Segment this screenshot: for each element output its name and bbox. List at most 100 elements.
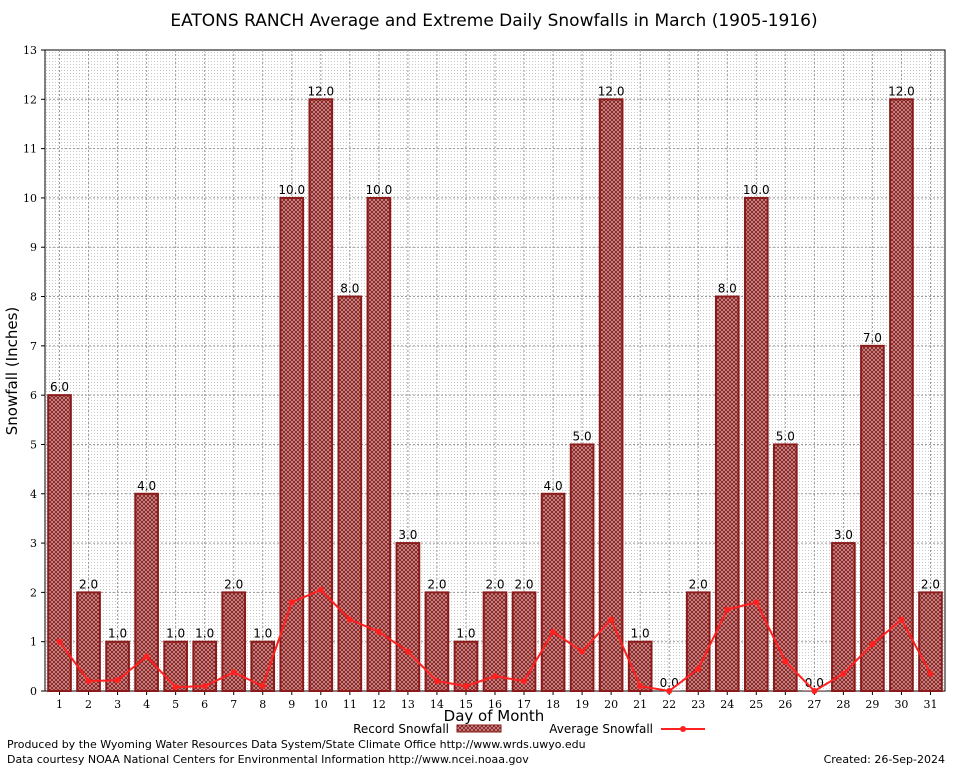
y-tick-label: 8	[30, 291, 37, 304]
average-point	[927, 670, 934, 677]
legend-average-marker	[680, 726, 686, 732]
x-tick-label: 27	[807, 698, 821, 711]
x-tick-label: 8	[259, 698, 266, 711]
footer-courtesy: Data courtesy NOAA National Centers for …	[7, 753, 529, 766]
average-point	[608, 616, 615, 623]
bar-value-label: 2.0	[514, 577, 533, 591]
x-tick-label: 2	[85, 698, 92, 711]
average-point	[172, 684, 179, 691]
bar-value-label: 7.0	[863, 331, 882, 345]
average-point	[56, 638, 63, 645]
x-tick-label: 21	[633, 698, 647, 711]
record-bar	[337, 295, 363, 692]
bar-value-label: 12.0	[598, 84, 625, 98]
record-bar	[453, 640, 479, 693]
bar-value-label: 3.0	[834, 528, 853, 542]
y-tick-label: 5	[30, 438, 37, 451]
x-tick-label: 22	[662, 698, 676, 711]
average-point	[492, 673, 498, 680]
record-bar	[860, 344, 885, 692]
record-bar	[831, 542, 856, 692]
record-bar	[308, 98, 334, 693]
bar-value-label: 12.0	[888, 84, 915, 98]
x-tick-label: 10	[314, 698, 328, 711]
record-bar	[366, 196, 392, 693]
record-bar	[685, 591, 711, 693]
record-bar	[163, 640, 188, 693]
x-tick-label: 17	[517, 698, 531, 711]
bar-value-label: 8.0	[340, 282, 359, 296]
y-tick-label: 0	[30, 685, 37, 698]
y-tick-label: 11	[23, 143, 37, 156]
y-tick-label: 10	[23, 192, 37, 205]
legend-record-label: Record Snowfall	[353, 722, 449, 736]
record-bar	[76, 591, 101, 693]
x-axis: 1 2 3 4 5 6 7 8 9 10 11 12 13 14 15 16 17 18 19 20 21 22 23 24 2…	[56, 691, 937, 711]
bar-value-label: 12.0	[307, 84, 334, 98]
x-tick-label: 23	[691, 698, 705, 711]
x-tick-label: 1	[56, 698, 63, 711]
chart-title: EATONS RANCH Average and Extreme Daily S…	[170, 11, 817, 31]
average-point	[462, 683, 469, 690]
bar-value-label: 1.0	[456, 627, 475, 641]
average-point	[782, 658, 789, 665]
bar-value-label: 4.0	[137, 479, 156, 493]
bar-value-label: 2.0	[224, 577, 243, 591]
average-point	[433, 678, 440, 685]
y-tick-label: 4	[30, 488, 37, 501]
x-tick-label: 16	[488, 698, 502, 711]
bar-value-label: 2.0	[485, 577, 504, 591]
record-bar	[482, 591, 508, 693]
record-bar	[714, 295, 740, 692]
record-bar	[773, 443, 798, 693]
y-tick-label: 13	[23, 44, 37, 57]
average-point	[666, 688, 673, 694]
record-bar	[889, 98, 914, 693]
average-point	[898, 616, 905, 623]
record-bar	[105, 640, 130, 693]
bar-value-label: 10.0	[278, 183, 305, 197]
average-point	[143, 653, 150, 660]
y-tick-label: 6	[30, 389, 37, 402]
x-tick-label: 5	[172, 698, 179, 711]
average-point	[317, 586, 324, 593]
average-point	[579, 648, 586, 655]
x-tick-label: 29	[865, 698, 879, 711]
x-tick-label: 14	[430, 698, 444, 711]
average-point	[753, 599, 760, 606]
average-point	[840, 670, 847, 677]
legend: Record Snowfall Average Snowfall	[353, 722, 705, 736]
bar-value-label: 1.0	[108, 627, 127, 641]
footer-produced-by: Produced by the Wyoming Water Resources …	[7, 738, 586, 751]
bar-value-label: 4.0	[544, 479, 563, 493]
record-bar	[424, 591, 450, 693]
bar-value-label: 2.0	[427, 577, 446, 591]
bar-value-label: 5.0	[573, 429, 592, 443]
record-bar	[569, 443, 595, 693]
y-tick-label: 3	[30, 537, 37, 550]
record-bar	[47, 394, 72, 692]
average-point	[637, 683, 644, 690]
bar-value-label: 10.0	[743, 183, 770, 197]
average-point	[114, 677, 121, 684]
y-tick-label: 2	[30, 586, 37, 599]
bar-value-label: 5.0	[776, 429, 795, 443]
bar-value-label: 1.0	[253, 627, 272, 641]
average-point	[811, 688, 818, 694]
bar-value-label: 1.0	[166, 627, 185, 641]
y-tick-label: 7	[30, 340, 37, 353]
x-axis-title: Day of Month	[444, 707, 545, 725]
x-tick-label: 4	[143, 698, 150, 711]
record-bar	[598, 98, 624, 693]
record-bar	[627, 640, 653, 693]
average-point	[695, 665, 702, 672]
bar-value-label: 2.0	[921, 577, 940, 591]
average-point	[724, 606, 731, 613]
average-snowfall-line	[56, 586, 934, 694]
footer-created: Created: 26-Sep-2024	[824, 753, 945, 766]
bar-value-label: 8.0	[718, 282, 737, 296]
y-tick-label: 1	[30, 636, 37, 649]
x-tick-label: 12	[372, 698, 386, 711]
